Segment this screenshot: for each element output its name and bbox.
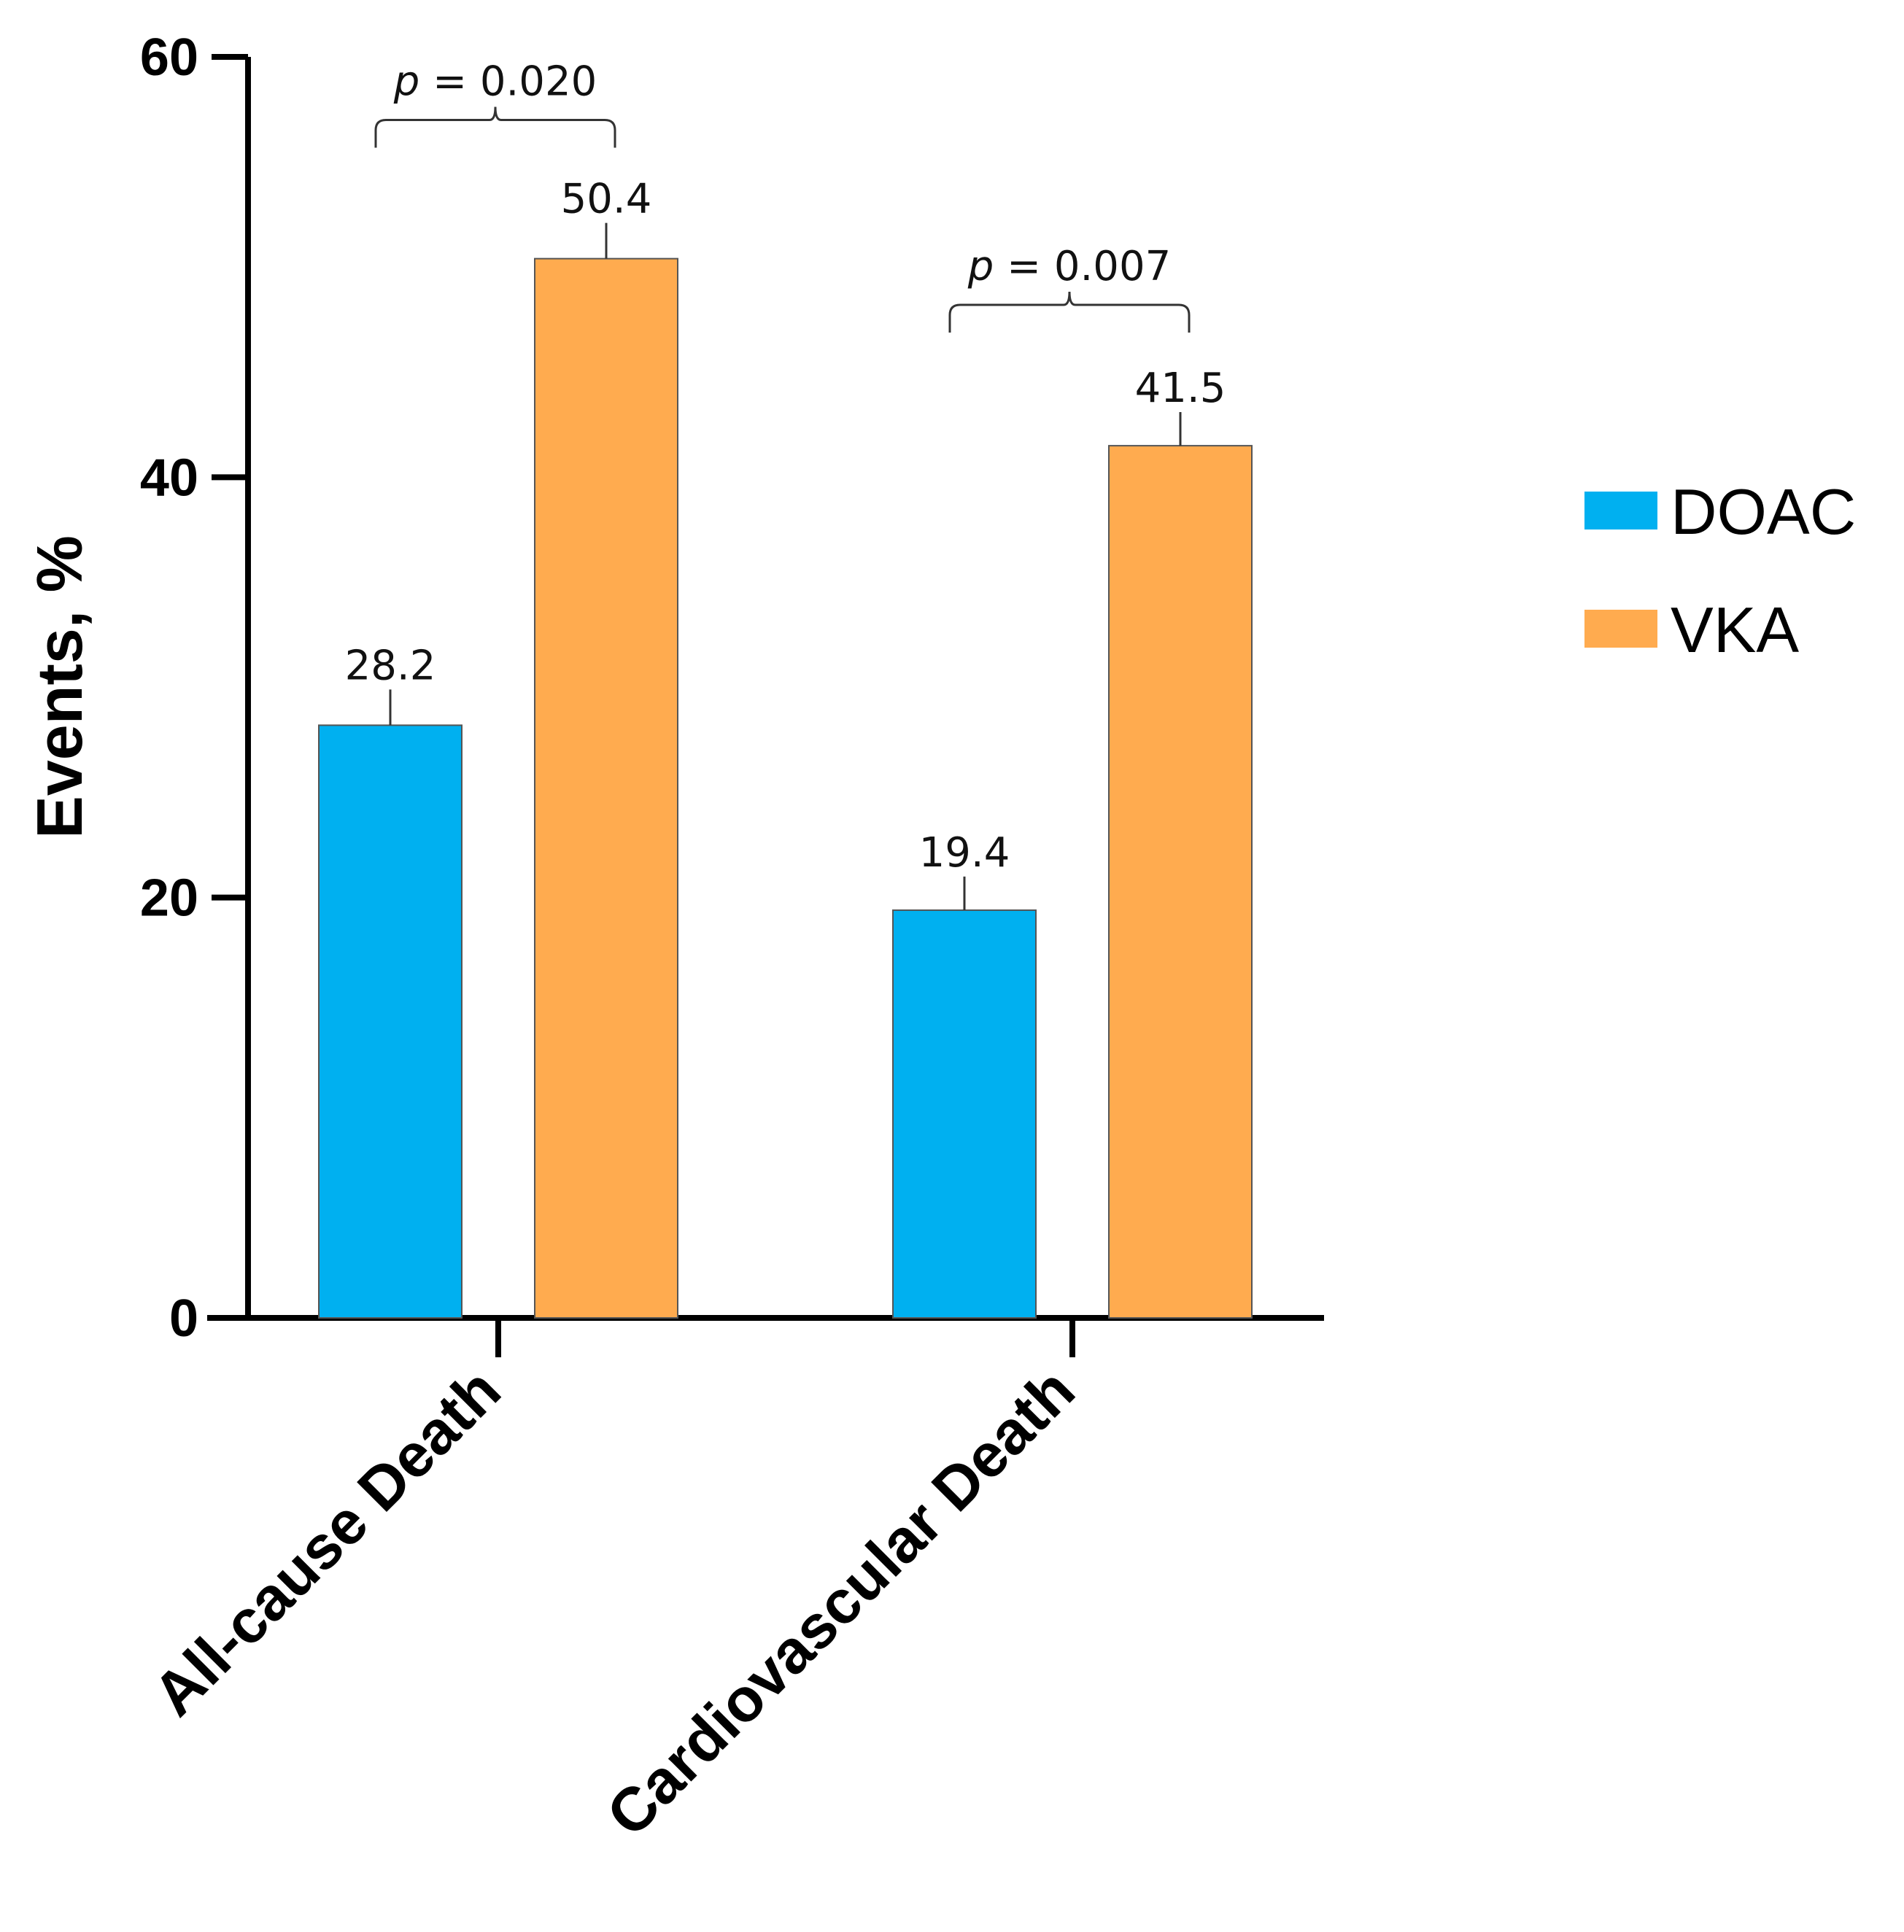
data-labels: 28.2 19.4 50.4 41.5	[345, 176, 1226, 877]
legend-swatch	[1584, 610, 1657, 648]
x-tick-label: All-cause Death	[140, 1355, 514, 1729]
legend-label: DOAC	[1671, 476, 1856, 548]
data-label: 50.4	[561, 176, 652, 223]
p-symbol: p	[393, 58, 420, 105]
y-tick-label: 0	[169, 1289, 198, 1348]
data-label: 41.5	[1135, 365, 1226, 412]
bars	[318, 222, 1253, 1319]
significance-bracket	[948, 292, 1191, 333]
legend: DOAC VKA	[1584, 476, 1856, 666]
p-value: = 0.007	[1007, 243, 1171, 290]
y-tick-label: 20	[140, 869, 198, 928]
legend-label: VKA	[1671, 594, 1799, 666]
data-label: 19.4	[919, 829, 1010, 877]
significance-bracket	[374, 106, 616, 148]
p-value-label: p = 0.007	[967, 243, 1171, 290]
data-label: 28.2	[345, 642, 436, 689]
bar-vka	[534, 257, 678, 1319]
bar-doac	[892, 909, 1037, 1319]
y-axis-label: Events, %	[23, 535, 96, 839]
legend-item-vka: VKA	[1584, 594, 1799, 666]
y-tick-label: 40	[140, 449, 198, 507]
bar-vka	[1108, 445, 1253, 1319]
p-value-label: p = 0.020	[393, 58, 597, 105]
p-value: = 0.020	[433, 58, 597, 105]
legend-swatch	[1584, 492, 1657, 529]
bar-doac	[318, 724, 463, 1319]
x-tick-label: Cardiovascular Death	[594, 1355, 1088, 1849]
legend-item-doac: DOAC	[1584, 476, 1856, 548]
p-symbol: p	[967, 243, 994, 290]
y-tick-label: 60	[140, 28, 198, 87]
